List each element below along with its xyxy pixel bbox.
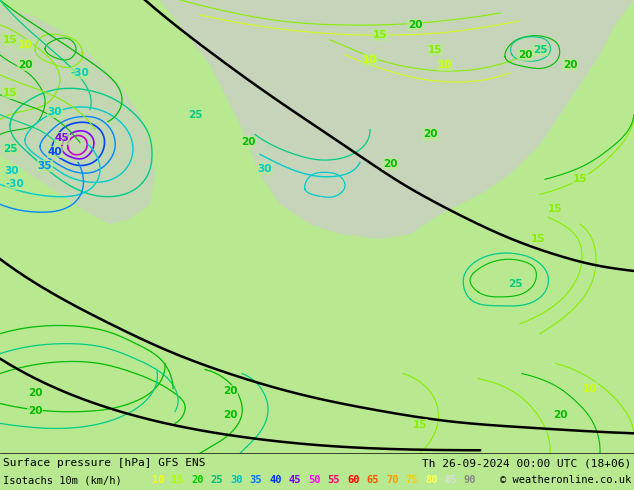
- Text: 15: 15: [373, 30, 387, 40]
- Text: 15: 15: [3, 35, 17, 45]
- Text: 20: 20: [563, 60, 577, 70]
- Text: Isotachs 10m (km/h): Isotachs 10m (km/h): [3, 475, 122, 485]
- Text: 15: 15: [428, 45, 443, 55]
- Text: 85: 85: [444, 475, 457, 485]
- Text: -30: -30: [6, 179, 24, 189]
- Text: 70: 70: [386, 475, 399, 485]
- Text: 10: 10: [18, 40, 32, 50]
- Text: 80: 80: [425, 475, 437, 485]
- Text: 20: 20: [18, 60, 32, 70]
- Text: 30: 30: [48, 106, 62, 117]
- Text: 15: 15: [531, 234, 545, 244]
- Text: 30: 30: [258, 164, 272, 174]
- Text: 25: 25: [188, 110, 202, 120]
- Text: 25: 25: [3, 145, 17, 154]
- Text: 20: 20: [191, 475, 204, 485]
- Text: 25: 25: [533, 45, 547, 55]
- Text: 15: 15: [172, 475, 184, 485]
- Text: Surface pressure [hPa] GFS ENS: Surface pressure [hPa] GFS ENS: [3, 458, 205, 468]
- Text: 15: 15: [573, 174, 587, 184]
- Text: 25: 25: [508, 279, 522, 289]
- Polygon shape: [0, 5, 155, 224]
- Text: 20: 20: [241, 138, 256, 147]
- Text: 45: 45: [288, 475, 301, 485]
- Text: 15: 15: [413, 420, 427, 430]
- Text: 50: 50: [308, 475, 321, 485]
- Text: 65: 65: [366, 475, 379, 485]
- Text: 55: 55: [328, 475, 340, 485]
- Text: 40: 40: [48, 147, 62, 157]
- Text: 35: 35: [250, 475, 262, 485]
- Polygon shape: [160, 0, 634, 239]
- Text: 10: 10: [583, 384, 597, 393]
- Text: 20: 20: [423, 129, 437, 140]
- Text: 30: 30: [4, 166, 19, 176]
- Text: 20: 20: [28, 389, 42, 398]
- Text: 20: 20: [408, 20, 422, 30]
- Text: 75: 75: [406, 475, 418, 485]
- Text: © weatheronline.co.uk: © weatheronline.co.uk: [500, 475, 631, 485]
- Text: 60: 60: [347, 475, 359, 485]
- Text: 10: 10: [152, 475, 164, 485]
- Text: -30: -30: [70, 68, 89, 78]
- Text: 90: 90: [464, 475, 477, 485]
- Text: 15: 15: [3, 88, 17, 98]
- Text: 20: 20: [553, 411, 567, 420]
- Text: 35: 35: [38, 161, 52, 172]
- Text: 15: 15: [548, 204, 562, 214]
- Text: 20: 20: [518, 50, 533, 60]
- Text: 10: 10: [363, 55, 377, 65]
- Text: 30: 30: [230, 475, 242, 485]
- Text: 20: 20: [223, 387, 237, 396]
- Text: 25: 25: [210, 475, 223, 485]
- Text: 20: 20: [383, 159, 398, 170]
- Text: 20: 20: [223, 411, 237, 420]
- Text: 10: 10: [437, 60, 452, 70]
- Text: 45: 45: [55, 133, 69, 144]
- Text: 20: 20: [28, 406, 42, 416]
- Text: 40: 40: [269, 475, 281, 485]
- Text: Th 26-09-2024 00:00 UTC (18+06): Th 26-09-2024 00:00 UTC (18+06): [422, 458, 631, 468]
